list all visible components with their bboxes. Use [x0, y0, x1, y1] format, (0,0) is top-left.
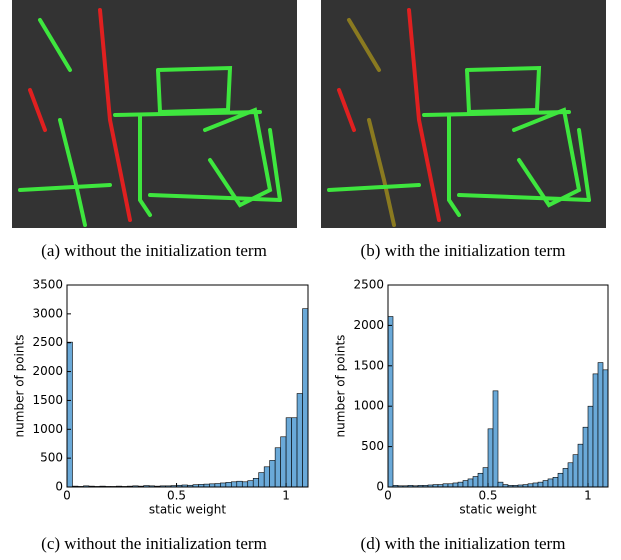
y-tick-label: 1500: [353, 358, 384, 372]
image-b: [321, 0, 606, 228]
bar: [275, 448, 280, 487]
bar: [483, 468, 488, 487]
x-tick-label: 1: [282, 489, 290, 503]
x-tick-label: 0.5: [478, 489, 497, 503]
y-tick-label: 2000: [353, 318, 384, 332]
bar: [468, 479, 473, 487]
y-tick-label: 1000: [353, 399, 384, 413]
bar: [248, 481, 253, 487]
bar: [67, 342, 72, 487]
bar: [543, 481, 548, 487]
bar: [226, 482, 231, 487]
y-axis-label: number of points: [334, 335, 348, 438]
bar: [270, 460, 275, 487]
caption: (b) with the initialization term: [361, 241, 566, 260]
bar: [498, 482, 503, 487]
bar: [253, 478, 258, 487]
bar: [588, 406, 593, 487]
y-tick-label: 1500: [32, 393, 63, 407]
bar: [292, 418, 297, 487]
bar: [478, 473, 483, 487]
bar: [388, 317, 393, 487]
y-tick-label: 500: [40, 451, 63, 465]
figure: (a) without the initialization term (b) …: [0, 0, 621, 560]
bar: [563, 468, 568, 487]
bar: [603, 370, 608, 487]
y-tick-label: 3000: [32, 306, 63, 320]
bar: [303, 309, 308, 487]
x-tick-label: 0: [63, 489, 71, 503]
x-axis-label: static weight: [149, 503, 227, 517]
bar: [568, 463, 573, 487]
x-tick-label: 0: [384, 489, 392, 503]
bar: [538, 482, 543, 487]
bar: [215, 484, 220, 487]
caption: (c) without the initialization term: [41, 534, 267, 553]
bar: [493, 391, 498, 487]
y-tick-label: 0: [55, 480, 63, 494]
bar: [558, 473, 563, 487]
x-tick-label: 0.5: [167, 489, 186, 503]
y-tick-label: 2000: [32, 364, 63, 378]
bar: [237, 481, 242, 487]
bar: [458, 482, 463, 487]
bar: [598, 363, 603, 487]
image-a: [12, 0, 297, 228]
bar: [259, 473, 264, 487]
axes-frame: [67, 285, 308, 487]
bar: [242, 482, 247, 487]
bar: [533, 483, 538, 487]
y-axis-label: number of points: [13, 335, 27, 438]
y-tick-label: 0: [376, 480, 384, 494]
caption: (a) without the initialization term: [41, 241, 267, 260]
caption: (d) with the initialization term: [361, 534, 566, 553]
y-tick-label: 3500: [32, 278, 63, 292]
bar: [220, 483, 225, 487]
bar: [297, 394, 302, 487]
bar: [548, 479, 553, 487]
bar: [488, 429, 493, 487]
x-tick-label: 1: [584, 489, 592, 503]
y-tick-label: 2500: [32, 335, 63, 349]
bar: [473, 476, 478, 487]
bar: [281, 437, 286, 487]
bar: [593, 374, 598, 487]
bar: [453, 483, 458, 487]
y-tick-label: 2500: [353, 278, 384, 292]
bar: [553, 477, 558, 487]
bar: [463, 481, 468, 487]
y-tick-label: 1000: [32, 422, 63, 436]
bar: [583, 427, 588, 487]
bar: [286, 418, 291, 487]
bar: [264, 467, 269, 487]
bar: [573, 455, 578, 487]
bar: [578, 444, 583, 487]
x-axis-label: static weight: [459, 503, 537, 517]
y-tick-label: 500: [361, 439, 384, 453]
bar: [231, 482, 236, 487]
